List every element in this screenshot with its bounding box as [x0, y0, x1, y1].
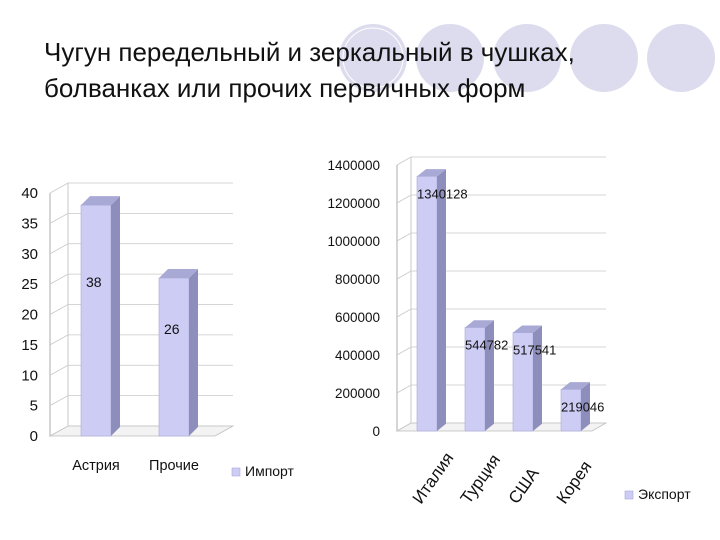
y-tick-label: 25	[21, 276, 38, 293]
category-label: Турция	[457, 451, 504, 507]
legend-swatch	[624, 490, 634, 500]
bar-top	[81, 196, 120, 206]
gridline	[396, 232, 606, 242]
bar-2	[158, 269, 198, 437]
y-tick-label: 0	[372, 424, 380, 439]
bar-side	[189, 269, 198, 436]
bar-side	[437, 169, 446, 432]
y-tick-label: 40	[21, 185, 38, 202]
bar-top	[513, 325, 542, 333]
legend: Импорт	[231, 463, 295, 479]
y-tick-label: 1400000	[327, 158, 380, 173]
y-tick-label: 200000	[335, 386, 380, 401]
gridline	[396, 308, 606, 318]
gridline	[49, 364, 233, 376]
legend-label: Экспорт	[638, 486, 691, 502]
title-line-2: болванках или прочих первичных форм	[44, 73, 526, 103]
y-tick-label: 10	[21, 367, 38, 384]
y-tick-label: 30	[21, 246, 38, 263]
gridline	[396, 194, 606, 204]
title-line-1: Чугун передельный и зеркальный в чушках,	[44, 37, 575, 67]
gridline	[49, 243, 233, 255]
bar-side	[533, 325, 542, 431]
bar-top	[159, 269, 198, 279]
legend-label: Импорт	[245, 463, 295, 479]
y-tick-label: 20	[21, 307, 38, 324]
bar-front	[158, 277, 190, 437]
gridline	[49, 395, 233, 406]
data-label: 1340128	[417, 186, 468, 201]
gridline	[49, 304, 233, 315]
y-tick-label: 35	[21, 215, 38, 232]
category-label: Италия	[409, 449, 458, 507]
bar-top	[417, 169, 446, 177]
data-label: 517541	[513, 343, 556, 358]
gridline	[49, 212, 233, 224]
gridline	[49, 334, 233, 346]
category-label: Прочие	[149, 458, 199, 474]
chart-floor	[48, 425, 235, 437]
y-tick-label: 800000	[335, 272, 380, 287]
y-tick-label: 5	[30, 398, 38, 415]
bar-top	[561, 382, 590, 390]
bar-side	[111, 196, 120, 436]
data-label: 26	[164, 321, 180, 337]
category-label: Корея	[553, 457, 596, 507]
bar-side	[485, 320, 494, 431]
bar-1	[416, 169, 446, 432]
gridline	[396, 270, 606, 280]
y-tick-label: 1000000	[327, 234, 380, 249]
bar-front	[416, 176, 438, 432]
bar-top	[465, 320, 494, 328]
y-tick-label: 15	[21, 337, 38, 354]
export-chart: 0 200000 400000 600000 800000 1000000 1200000 1…	[327, 156, 691, 508]
y-tick-label: 400000	[335, 348, 380, 363]
category-label: США	[505, 464, 543, 508]
gridline	[396, 156, 606, 166]
legend: Экспорт	[624, 486, 691, 502]
slide-title: Чугун передельный и зеркальный в чушках,…	[44, 34, 644, 106]
bar-front	[80, 204, 112, 437]
decorative-circles	[339, 24, 715, 92]
data-label: 38	[86, 274, 102, 290]
gridline	[49, 182, 233, 194]
import-chart: 0 5 10 15 20 25 30 35 40 38 Астрия 26 Прочие Импорт	[21, 182, 295, 479]
bar-1	[80, 196, 120, 437]
data-label: 544782	[465, 337, 508, 352]
legend-swatch	[231, 467, 241, 477]
y-tick-label: 600000	[335, 310, 380, 325]
bar-side	[581, 382, 590, 431]
bar-3	[512, 325, 542, 432]
data-label: 219046	[561, 399, 604, 414]
y-tick-label: 1200000	[327, 196, 380, 211]
gridline	[49, 273, 233, 285]
category-label: Астрия	[72, 458, 120, 474]
bar-2	[464, 320, 494, 432]
bar-4	[560, 382, 590, 432]
y-tick-label: 0	[30, 428, 38, 445]
